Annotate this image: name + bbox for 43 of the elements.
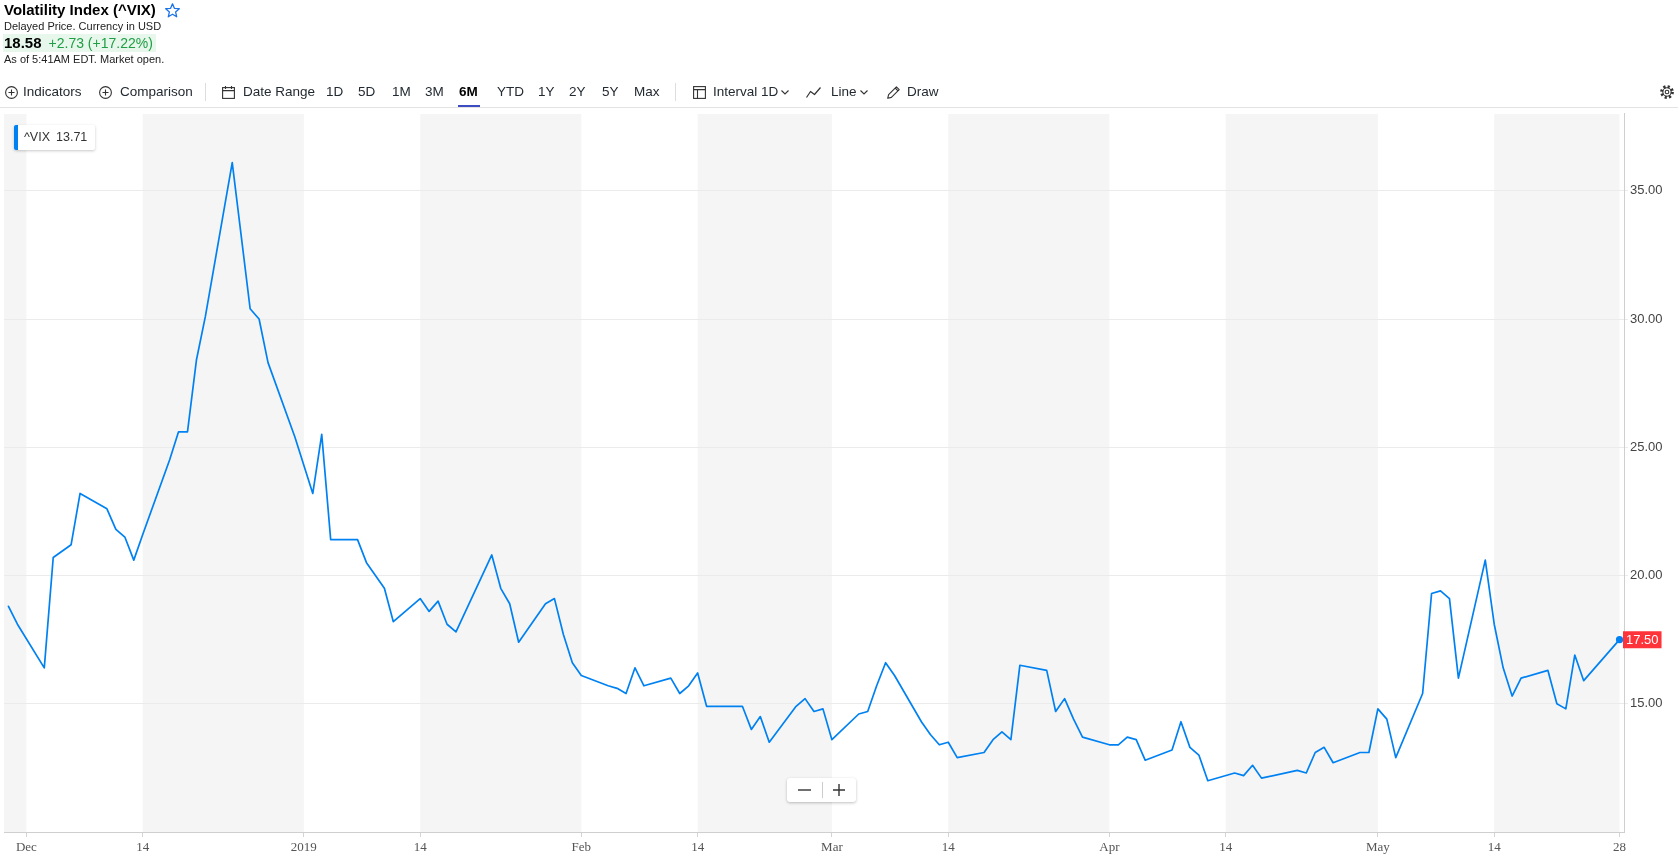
text: 18.58 — [4, 34, 42, 51]
text: 5Y — [602, 84, 619, 100]
x-tick-label: 14 — [1487, 839, 1502, 855]
x-tick-label: 14 — [413, 839, 428, 855]
text: Date Range — [243, 84, 316, 100]
x-tick-label: 14 — [136, 839, 150, 855]
x-tick-label: Mar — [821, 839, 844, 855]
text: Comparison — [120, 84, 193, 100]
chart-subtitle: Delayed Price. Currency in USD — [4, 20, 162, 32]
text: As of 5:41AM EDT. Market open. — [4, 52, 165, 66]
text: 1M — [392, 84, 411, 100]
text: 3M — [425, 84, 444, 100]
y-tick-label: 30.00 — [1630, 310, 1663, 326]
legend-label: ^VIX — [24, 129, 51, 144]
text: Interval — [713, 84, 758, 100]
text: 1D — [326, 84, 344, 100]
text: YTD — [497, 84, 524, 100]
y-tick-label: 25.00 — [1630, 438, 1663, 454]
text: Max — [634, 84, 660, 100]
x-tick-label: 14 — [941, 839, 956, 855]
x-tick-label: Apr — [1099, 839, 1121, 855]
text: +2.73 (+17.22%) — [48, 35, 153, 51]
text: 1Y — [538, 84, 555, 100]
x-tick-label: 28 — [1613, 839, 1627, 855]
x-tick-label: May — [1365, 839, 1391, 855]
data-label: 17.50 — [1626, 631, 1659, 647]
text: 2Y — [569, 84, 586, 100]
chart-title: Volatility Index (^VIX) — [4, 1, 156, 19]
text: 1D — [761, 84, 779, 100]
text: Line — [831, 84, 857, 100]
annotation: 13.71 — [56, 129, 88, 144]
x-tick-label: 2019 — [290, 839, 317, 855]
x-tick-label: 14 — [1219, 839, 1233, 855]
x-tick-label: Feb — [571, 839, 592, 855]
y-tick-label: 35.00 — [1630, 182, 1663, 198]
text: Draw — [907, 84, 939, 100]
text: 5D — [358, 84, 376, 100]
text: Indicators — [23, 84, 82, 100]
y-tick-label: 20.00 — [1630, 567, 1663, 583]
text: 6M — [459, 84, 478, 100]
x-tick-label: Dec — [15, 839, 38, 855]
y-tick-label: 15.00 — [1630, 695, 1663, 711]
x-tick-label: 14 — [691, 839, 705, 855]
